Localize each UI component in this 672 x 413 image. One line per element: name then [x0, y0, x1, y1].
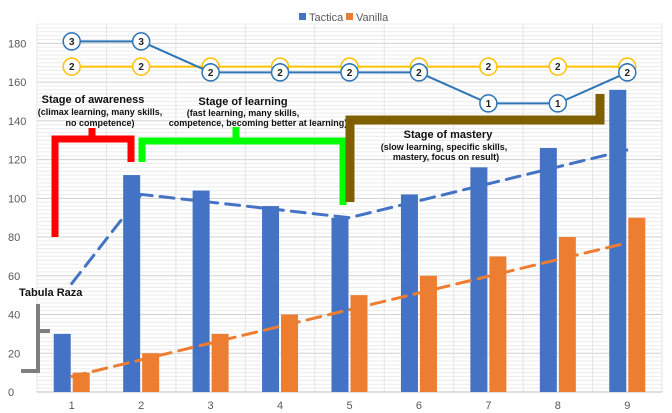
- bar-vanilla-7: [489, 256, 507, 392]
- bar-tactica-9: [609, 89, 627, 392]
- learning-line-2: competence, becoming better at learning): [169, 118, 348, 128]
- marker-circle: [409, 63, 429, 82]
- learning-title: Stage of learning: [198, 96, 287, 108]
- y-tick-label: 80: [8, 232, 20, 244]
- y-tick-label: 40: [8, 310, 20, 322]
- legend-swatch-vanilla: [346, 13, 353, 20]
- marker-label: 2: [555, 62, 561, 73]
- bar-tactica-4: [262, 206, 280, 392]
- x-tick-label: 1: [69, 400, 75, 412]
- x-tick-label: 4: [277, 400, 283, 412]
- mastery-title: Stage of mastery: [404, 129, 494, 141]
- marker-circle: [548, 94, 568, 113]
- y-tick-label: 180: [8, 38, 26, 50]
- bar-tactica-8: [539, 147, 557, 392]
- x-tick-label: 2: [138, 400, 144, 412]
- marker-label: 3: [138, 37, 144, 48]
- marker-label: 2: [416, 68, 422, 79]
- y-tick-label: 100: [8, 193, 26, 205]
- marker-circle: [340, 63, 359, 82]
- mastery-line-2: mastery, focus on result): [393, 152, 499, 162]
- marker-circle: [62, 32, 81, 51]
- legend-label-vanilla: Vanilla: [356, 12, 389, 24]
- x-tick-label: 7: [485, 400, 491, 412]
- bar-tactica-3: [192, 190, 210, 392]
- bar-tactica-6: [400, 194, 418, 392]
- awareness-bracket: [51, 128, 135, 237]
- mastery-bracket: [345, 94, 605, 202]
- bar-vanilla-9: [628, 217, 646, 392]
- marker-circle: [618, 63, 637, 82]
- marker-circle: [479, 57, 498, 76]
- trendline-tactica: [70, 148, 629, 286]
- legend: Tactica Vanilla: [299, 12, 389, 24]
- marker-label: 2: [277, 68, 283, 79]
- bar-vanilla-1: [72, 372, 90, 392]
- marker-label: 2: [69, 62, 75, 73]
- tabula-raza-bracket: [21, 304, 50, 373]
- x-tick-label: 3: [208, 400, 214, 412]
- y-tick-label: 20: [8, 348, 20, 360]
- x-tick-label: 5: [346, 400, 352, 412]
- bar-vanilla-5: [350, 295, 368, 392]
- y-tick-label: 60: [8, 271, 20, 283]
- bars: [53, 89, 646, 392]
- marker-circle: [479, 94, 498, 113]
- learning-bracket: [138, 127, 347, 205]
- tabula-raza-title: Tabula Raza: [19, 287, 83, 299]
- marker-circle: [270, 63, 290, 82]
- axes: 0 20 40 60 80 100 120 140 160 180 1 2 3 4 5 6 7 8 9: [8, 38, 662, 412]
- awareness-line-2: no competence): [65, 118, 134, 128]
- marker-label: 1: [486, 99, 492, 110]
- y-tick-label: 0: [8, 387, 14, 399]
- stage-annotations: Stage of awareness (climax learning, man…: [19, 94, 605, 373]
- marker-label: 2: [208, 68, 214, 79]
- marker-circle: [201, 63, 220, 82]
- bar-tactica-5: [331, 217, 349, 392]
- legend-label-tactica: Tactica: [309, 12, 344, 24]
- marker-label: 2: [138, 62, 144, 73]
- bar-tactica-1: [53, 333, 71, 392]
- legend-swatch-tactica: [299, 13, 306, 20]
- marker-label: 2: [486, 62, 492, 73]
- trendlines: [70, 148, 629, 379]
- marker-circle: [62, 57, 81, 76]
- marker-label: 3: [69, 37, 75, 48]
- x-tick-label: 8: [555, 400, 561, 412]
- bar-vanilla-3: [211, 333, 229, 392]
- trendline-vanilla: [70, 241, 629, 379]
- learning-line-1: (fast learning, many skills,: [187, 108, 300, 118]
- marker-lines: 222222222332222112: [62, 32, 637, 113]
- bar-vanilla-6: [419, 275, 437, 392]
- mastery-line-1: (slow learning, specific skills,: [381, 142, 508, 152]
- y-tick-label: 120: [8, 155, 26, 167]
- marker-circle: [131, 57, 151, 76]
- marker-label: 2: [347, 68, 353, 79]
- x-tick-label: 6: [416, 400, 422, 412]
- x-tick-label: 9: [624, 400, 630, 412]
- marker-label: 1: [555, 99, 561, 110]
- marker-circle: [548, 57, 568, 76]
- awareness-line-1: (climax learning, many skills,: [38, 107, 163, 117]
- y-tick-label: 160: [8, 77, 26, 89]
- marker-label: 2: [624, 68, 630, 79]
- bar-tactica-2: [123, 175, 141, 392]
- bar-vanilla-4: [281, 314, 299, 392]
- bar-vanilla-8: [558, 237, 576, 392]
- bar-vanilla-2: [142, 353, 160, 392]
- awareness-title: Stage of awareness: [42, 94, 145, 106]
- y-tick-label: 140: [8, 116, 26, 128]
- marker-circle: [131, 32, 151, 51]
